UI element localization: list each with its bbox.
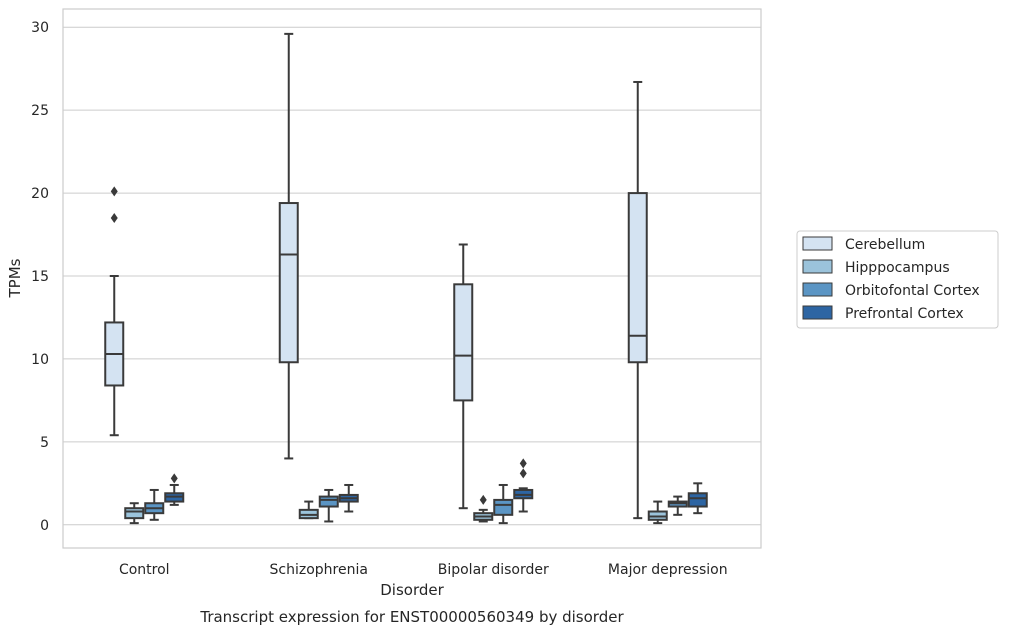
series-cerebellum <box>104 32 648 520</box>
legend-swatch <box>802 305 833 320</box>
legend-label: Orbitofontal Cortex <box>845 283 980 299</box>
box <box>278 202 299 364</box>
box <box>124 507 145 520</box>
outlier-point <box>479 494 487 505</box>
x-axis-title: Disorder <box>380 581 444 599</box>
legend-label: Prefrontal Cortex <box>845 306 964 322</box>
legend-swatch <box>802 282 833 297</box>
x-tick-label: Schizophrenia <box>270 562 368 578</box>
x-tick-label: Major depression <box>608 562 728 578</box>
y-axis-ticks: 0 5 10 15 20 25 30 <box>31 20 49 534</box>
legend-label: Hipppocampus <box>845 260 950 276</box>
box <box>627 192 648 364</box>
y-tick-label: 20 <box>31 186 49 202</box>
x-tick-label: Bipolar disorder <box>438 562 549 578</box>
y-axis-title: TPMs <box>6 258 24 298</box>
legend-swatch <box>802 259 833 274</box>
y-tick-label: 5 <box>40 435 49 451</box>
x-tick-label: Control <box>119 562 170 578</box>
legend: Cerebellum Hipppocampus Orbitofontal Corte… <box>796 230 999 329</box>
chart-caption: Transcript expression for ENST0000056034… <box>199 608 624 626</box>
x-axis-ticks: Control Schizophrenia Bipolar disorder Majo… <box>119 562 728 578</box>
y-tick-label: 15 <box>31 269 49 285</box>
outlier-point <box>170 473 178 484</box>
y-tick-label: 0 <box>40 518 49 534</box>
legend-swatch <box>802 236 833 251</box>
series-prefrontal-cortex <box>164 458 708 515</box>
y-tick-label: 25 <box>31 103 49 119</box>
box <box>687 492 708 508</box>
outlier-point <box>110 212 118 223</box>
outlier-point <box>519 458 527 469</box>
y-tick-label: 30 <box>31 20 49 36</box>
box <box>493 498 514 516</box>
box-series <box>104 32 708 525</box>
outlier-point <box>519 468 527 479</box>
box <box>318 495 339 508</box>
outlier-point <box>110 186 118 197</box>
box <box>453 283 474 402</box>
plot-frame <box>62 8 762 549</box>
gridlines <box>63 26 761 526</box>
legend-frame <box>796 230 999 329</box>
series-orbitofontal-cortex <box>144 483 688 525</box>
y-tick-label: 10 <box>31 352 49 368</box>
legend-label: Cerebellum <box>845 237 925 253</box>
plot-background <box>63 9 761 548</box>
series-hipppocampus <box>124 494 668 525</box>
